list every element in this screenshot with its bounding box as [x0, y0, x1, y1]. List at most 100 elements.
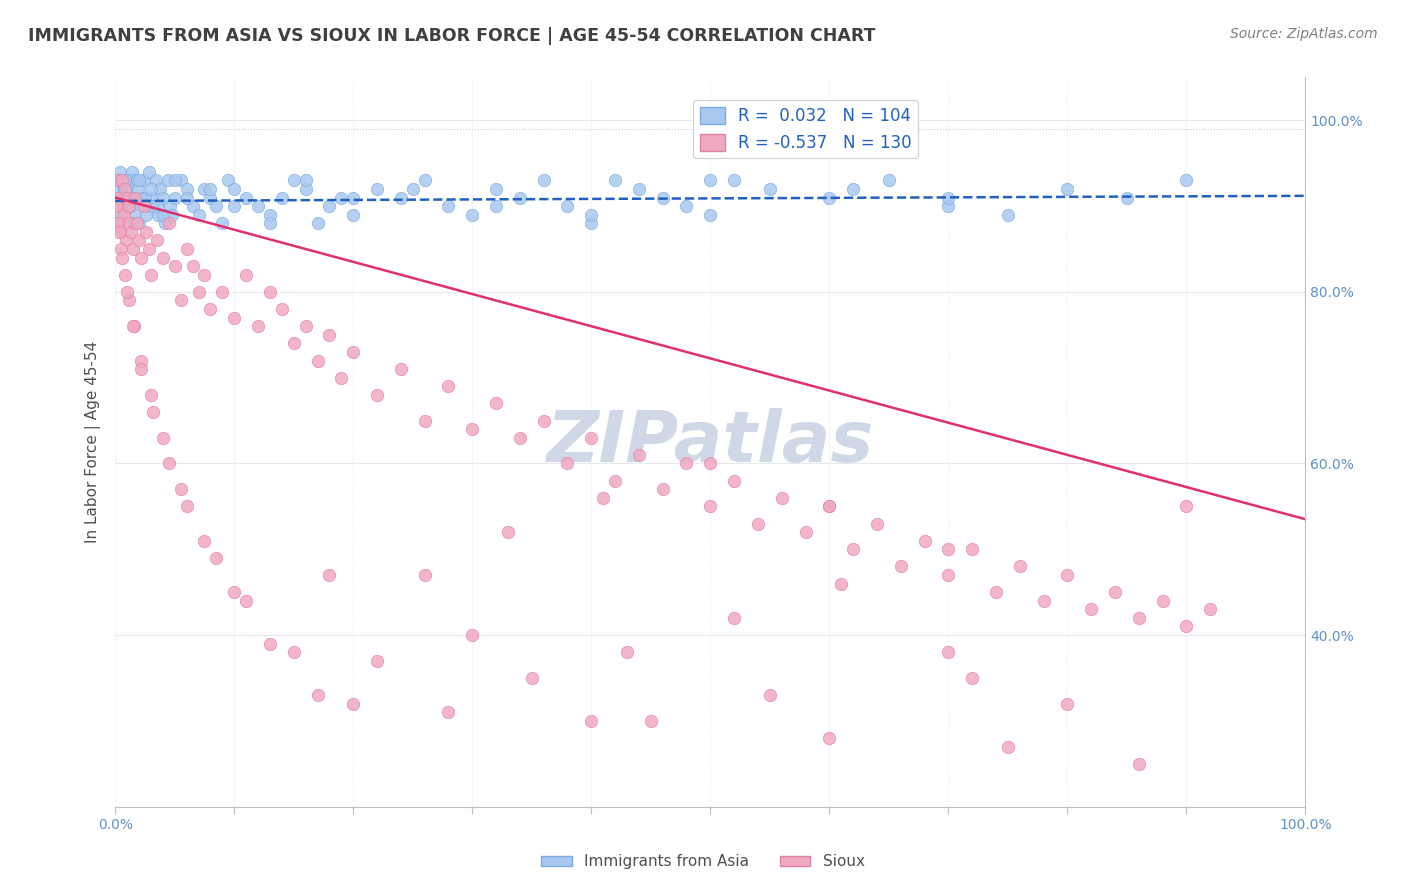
Legend: R =  0.032   N = 104, R = -0.537   N = 130: R = 0.032 N = 104, R = -0.537 N = 130	[693, 101, 918, 159]
Point	[105, 216, 128, 230]
Point	[699, 208, 721, 222]
Point	[1152, 593, 1174, 607]
Point	[107, 173, 129, 187]
Point	[152, 431, 174, 445]
Point	[163, 259, 186, 273]
Point	[176, 500, 198, 514]
Point	[153, 216, 176, 230]
Point	[139, 190, 162, 204]
Point	[1115, 190, 1137, 204]
Point	[330, 190, 353, 204]
Point	[114, 268, 136, 282]
Point	[122, 190, 145, 204]
Point	[699, 173, 721, 187]
Point	[152, 208, 174, 222]
Point	[121, 165, 143, 179]
Point	[176, 242, 198, 256]
Point	[509, 190, 531, 204]
Point	[402, 182, 425, 196]
Point	[112, 182, 135, 196]
Point	[163, 190, 186, 204]
Text: IMMIGRANTS FROM ASIA VS SIOUX IN LABOR FORCE | AGE 45-54 CORRELATION CHART: IMMIGRANTS FROM ASIA VS SIOUX IN LABOR F…	[28, 27, 876, 45]
Point	[723, 611, 745, 625]
Point	[107, 190, 129, 204]
Point	[818, 500, 841, 514]
Point	[890, 559, 912, 574]
Point	[235, 593, 257, 607]
Point	[640, 714, 662, 728]
Point	[107, 216, 129, 230]
Point	[960, 542, 983, 557]
Point	[122, 173, 145, 187]
Point	[110, 173, 132, 187]
Point	[187, 208, 209, 222]
Point	[134, 199, 156, 213]
Point	[135, 208, 157, 222]
Point	[105, 173, 128, 187]
Point	[437, 199, 460, 213]
Point	[592, 491, 614, 505]
Point	[181, 259, 204, 273]
Point	[1128, 756, 1150, 771]
Legend: Immigrants from Asia, Sioux: Immigrants from Asia, Sioux	[536, 848, 870, 875]
Point	[413, 413, 436, 427]
Point	[110, 242, 132, 256]
Point	[936, 568, 959, 582]
Point	[997, 208, 1019, 222]
Point	[603, 173, 626, 187]
Point	[627, 182, 650, 196]
Point	[110, 225, 132, 239]
Point	[1056, 697, 1078, 711]
Point	[283, 173, 305, 187]
Point	[128, 234, 150, 248]
Point	[247, 319, 270, 334]
Point	[485, 396, 508, 410]
Point	[866, 516, 889, 531]
Point	[139, 182, 162, 196]
Point	[485, 199, 508, 213]
Point	[205, 550, 228, 565]
Point	[138, 242, 160, 256]
Point	[131, 362, 153, 376]
Point	[616, 645, 638, 659]
Point	[124, 208, 146, 222]
Point	[389, 190, 412, 204]
Point	[259, 637, 281, 651]
Point	[294, 173, 316, 187]
Point	[699, 500, 721, 514]
Point	[818, 500, 841, 514]
Point	[115, 199, 138, 213]
Point	[437, 379, 460, 393]
Point	[105, 199, 128, 213]
Point	[117, 190, 139, 204]
Point	[1008, 559, 1031, 574]
Point	[294, 182, 316, 196]
Point	[118, 199, 141, 213]
Point	[114, 173, 136, 187]
Point	[794, 525, 817, 540]
Point	[169, 173, 191, 187]
Point	[270, 190, 292, 204]
Point	[437, 705, 460, 719]
Point	[193, 268, 215, 282]
Point	[107, 190, 129, 204]
Point	[193, 533, 215, 548]
Point	[1080, 602, 1102, 616]
Point	[115, 182, 138, 196]
Point	[247, 199, 270, 213]
Point	[115, 234, 138, 248]
Point	[122, 319, 145, 334]
Point	[259, 208, 281, 222]
Point	[581, 216, 603, 230]
Point	[135, 225, 157, 239]
Point	[200, 190, 222, 204]
Point	[112, 208, 135, 222]
Point	[145, 173, 167, 187]
Point	[318, 327, 340, 342]
Point	[224, 199, 246, 213]
Point	[651, 482, 673, 496]
Point	[156, 173, 179, 187]
Point	[142, 405, 165, 419]
Point	[149, 182, 172, 196]
Point	[557, 199, 579, 213]
